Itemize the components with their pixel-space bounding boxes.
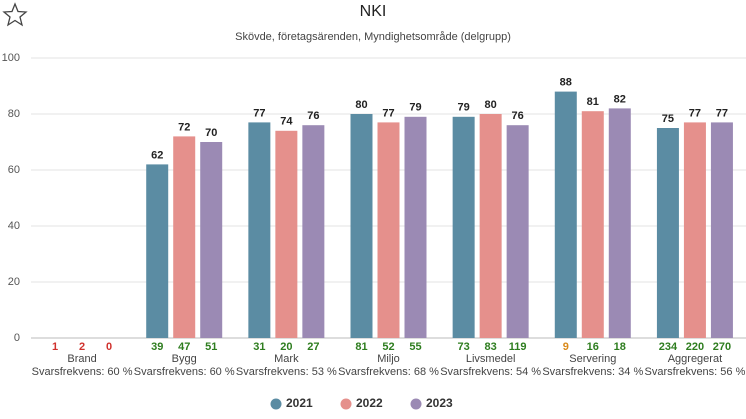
count-label: 220	[686, 341, 704, 353]
y-tick-label: 0	[14, 332, 20, 344]
value-label: 88	[560, 77, 572, 89]
bar	[656, 128, 679, 338]
response-rate: Svarsfrekvens: 56 %	[644, 366, 745, 378]
bar	[404, 116, 427, 338]
bar	[710, 122, 733, 339]
value-label: 76	[512, 110, 524, 122]
bar	[683, 122, 706, 339]
response-rate: Svarsfrekvens: 54 %	[440, 366, 541, 378]
bar	[506, 125, 529, 338]
bar	[377, 122, 400, 339]
chart-subtitle: Skövde, företagsärenden, Myndighetsområd…	[235, 31, 511, 43]
bar	[479, 114, 502, 338]
response-rate: Svarsfrekvens: 53 %	[236, 366, 337, 378]
legend-marker[interactable]	[270, 398, 282, 410]
bar	[173, 136, 196, 338]
favorite-star[interactable]	[2, 2, 28, 27]
count-label: 234	[659, 341, 678, 353]
count-label: 52	[382, 341, 394, 353]
x-tick-label: Mark	[274, 353, 299, 365]
count-label: 1	[52, 341, 58, 353]
count-label: 31	[253, 341, 265, 353]
value-label: 81	[587, 96, 599, 108]
value-label: 79	[409, 102, 421, 114]
count-label: 270	[713, 341, 731, 353]
value-label: 70	[205, 127, 217, 139]
legend-label[interactable]: 2021	[286, 396, 313, 410]
bar	[554, 91, 577, 338]
value-label: 77	[382, 107, 394, 119]
bar	[608, 108, 631, 339]
count-label: 27	[307, 341, 319, 353]
value-label: 79	[458, 102, 470, 114]
x-tick-label: Bygg	[172, 353, 197, 365]
value-label: 76	[307, 110, 319, 122]
count-label: 9	[563, 341, 569, 353]
count-label: 83	[485, 341, 497, 353]
value-label: 77	[689, 107, 701, 119]
bar	[302, 125, 325, 338]
x-tick-label: Brand	[67, 353, 96, 365]
legend-label[interactable]: 2022	[356, 396, 383, 410]
count-label: 81	[355, 341, 367, 353]
value-label: 82	[614, 93, 626, 105]
value-label: 80	[485, 99, 497, 111]
y-tick-label: 80	[8, 108, 20, 120]
x-tick-label: Livsmedel	[466, 353, 516, 365]
legend-marker[interactable]	[410, 398, 422, 410]
value-label: 75	[662, 113, 674, 125]
response-rate: Svarsfrekvens: 60 %	[134, 366, 235, 378]
value-label: 72	[178, 121, 190, 133]
legend-label[interactable]: 2023	[426, 396, 453, 410]
count-label: 18	[614, 341, 626, 353]
x-tick-label: Miljo	[377, 353, 400, 365]
bar	[146, 164, 169, 338]
y-tick-label: 60	[8, 164, 20, 176]
response-rate: Svarsfrekvens: 60 %	[32, 366, 133, 378]
bar	[275, 130, 298, 338]
count-label: 0	[106, 341, 112, 353]
count-label: 119	[509, 341, 527, 353]
value-label: 62	[151, 149, 163, 161]
x-tick-label: Servering	[569, 353, 616, 365]
bar	[248, 122, 271, 339]
y-tick-label: 20	[8, 276, 20, 288]
legend-marker[interactable]	[340, 398, 352, 410]
chart-title: NKI	[360, 3, 387, 20]
count-label: 55	[409, 341, 421, 353]
x-tick-label: Aggregerat	[668, 353, 722, 365]
bar	[581, 111, 604, 338]
count-label: 51	[205, 341, 217, 353]
count-label: 47	[178, 341, 190, 353]
count-label: 73	[458, 341, 470, 353]
response-rate: Svarsfrekvens: 34 %	[542, 366, 643, 378]
bar	[200, 142, 223, 338]
count-label: 20	[280, 341, 292, 353]
y-tick-label: 40	[8, 220, 20, 232]
response-rate: Svarsfrekvens: 68 %	[338, 366, 439, 378]
value-label: 80	[355, 99, 367, 111]
value-label: 77	[716, 107, 728, 119]
value-label: 77	[253, 107, 265, 119]
y-tick-label: 100	[2, 52, 20, 64]
bar	[350, 114, 373, 338]
value-label: 74	[280, 116, 293, 128]
bar	[452, 116, 475, 338]
count-label: 2	[79, 341, 85, 353]
count-label: 39	[151, 341, 163, 353]
count-label: 16	[587, 341, 599, 353]
